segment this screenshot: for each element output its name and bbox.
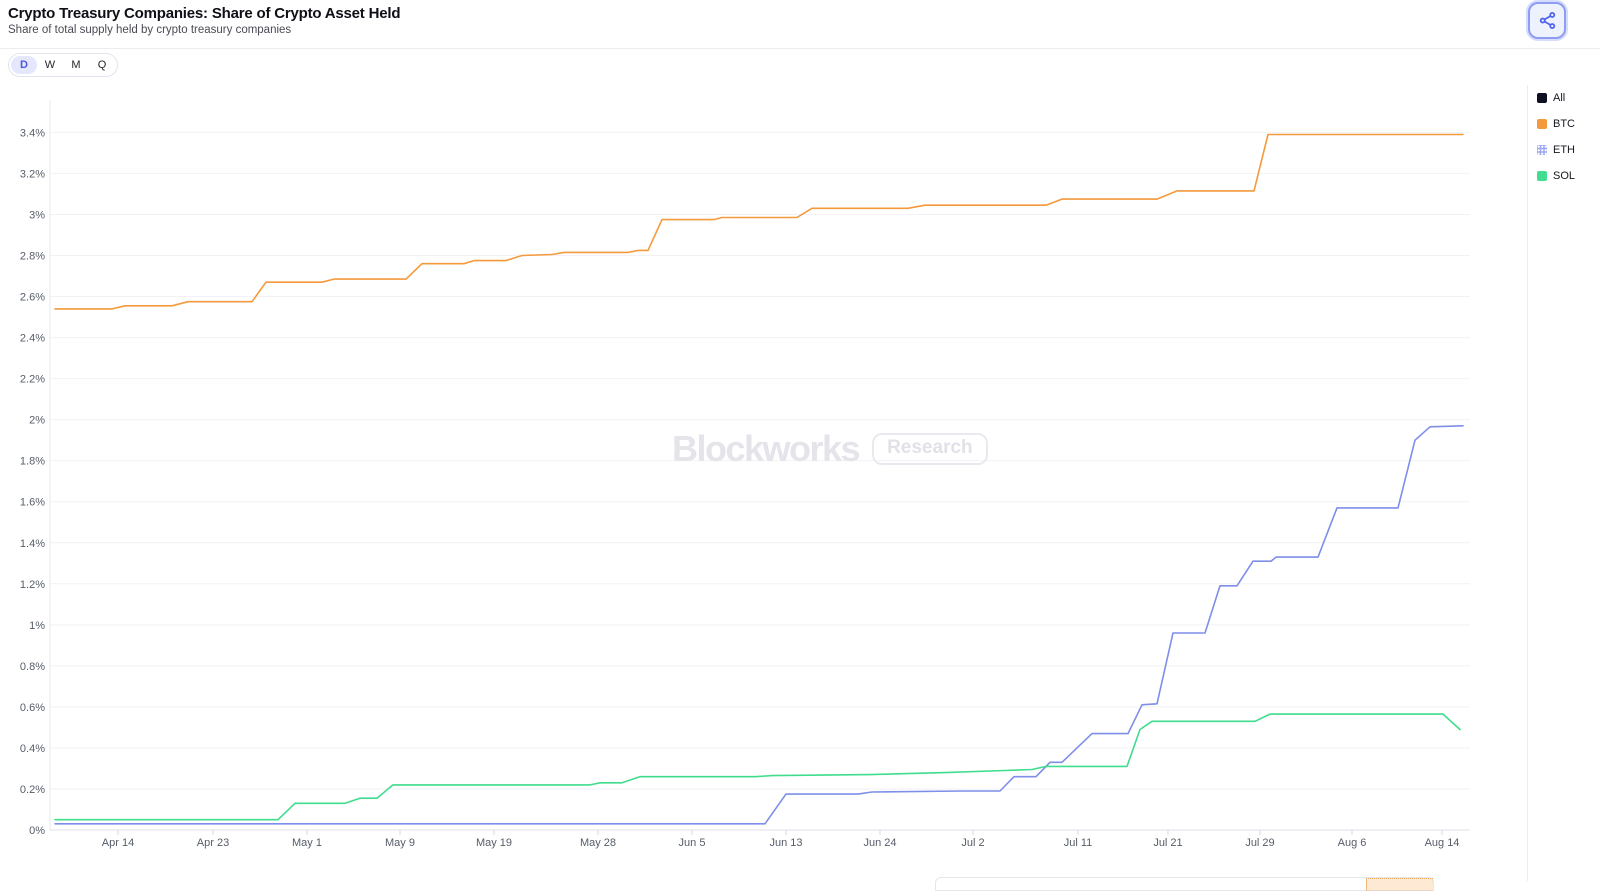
y-axis-label: 1.8% xyxy=(20,456,45,468)
x-axis-label: Jun 13 xyxy=(769,837,802,849)
y-axis-label: 0% xyxy=(29,825,45,837)
legend-divider xyxy=(1527,85,1528,881)
x-axis-label: Jul 11 xyxy=(1064,837,1093,849)
page-title: Crypto Treasury Companies: Share of Cryp… xyxy=(8,5,401,22)
x-axis-label: May 9 xyxy=(385,837,415,849)
x-axis-label: Aug 6 xyxy=(1338,837,1367,849)
bottom-brush-partial[interactable] xyxy=(935,877,1434,891)
x-axis-label: May 28 xyxy=(580,837,616,849)
range-option-d[interactable]: D xyxy=(11,56,37,74)
series-line-sol[interactable] xyxy=(54,713,1461,821)
share-button[interactable] xyxy=(1528,2,1566,39)
header-divider xyxy=(0,48,1600,49)
y-axis-label: 2% xyxy=(29,415,45,427)
x-axis-label: Apr 14 xyxy=(102,837,134,849)
y-axis-label: 1.2% xyxy=(20,579,45,591)
y-axis-label: 0.6% xyxy=(20,702,45,714)
legend-item-all[interactable]: All xyxy=(1537,92,1575,104)
legend-item-sol[interactable]: SOL xyxy=(1537,170,1575,182)
x-axis-label: Aug 14 xyxy=(1425,837,1460,849)
x-axis-label: Jul 29 xyxy=(1245,837,1274,849)
x-axis-label: Jun 24 xyxy=(863,837,896,849)
x-axis-label: Apr 23 xyxy=(197,837,229,849)
share-icon xyxy=(1539,12,1555,29)
y-axis-label: 2.2% xyxy=(20,374,45,386)
chart-header: Crypto Treasury Companies: Share of Cryp… xyxy=(8,5,400,36)
y-axis-label: 2.8% xyxy=(20,251,45,263)
range-option-m[interactable]: M xyxy=(63,56,89,74)
y-axis-label: 0.2% xyxy=(20,784,45,796)
legend-item-eth[interactable]: ETH xyxy=(1537,144,1575,156)
series-line-btc[interactable] xyxy=(54,133,1464,310)
brush-selection[interactable] xyxy=(1366,878,1433,891)
legend-swatch-eth xyxy=(1537,145,1547,155)
y-axis-label: 2.4% xyxy=(20,333,45,345)
legend-item-btc[interactable]: BTC xyxy=(1537,118,1575,130)
legend-label: BTC xyxy=(1553,118,1575,130)
range-option-q[interactable]: Q xyxy=(89,56,115,74)
legend-label: ETH xyxy=(1553,144,1575,156)
y-axis-label: 0.8% xyxy=(20,661,45,673)
range-option-w[interactable]: W xyxy=(37,56,63,74)
x-axis-label: May 1 xyxy=(292,837,322,849)
y-axis-label: 3.4% xyxy=(20,127,45,139)
y-axis-label: 1.4% xyxy=(20,538,45,550)
x-axis-label: Jul 2 xyxy=(961,837,984,849)
x-axis-label: Jun 5 xyxy=(679,837,706,849)
x-axis-label: May 19 xyxy=(476,837,512,849)
x-axis-label: Jul 21 xyxy=(1153,837,1182,849)
y-axis-label: 2.6% xyxy=(20,292,45,304)
y-axis-label: 3% xyxy=(29,209,45,221)
legend-swatch-sol xyxy=(1537,171,1547,181)
legend-swatch-btc xyxy=(1537,119,1547,129)
y-axis-label: 1.6% xyxy=(20,497,45,509)
y-axis-label: 1% xyxy=(29,620,45,632)
page-subtitle: Share of total supply held by crypto tre… xyxy=(8,24,292,36)
legend-label: All xyxy=(1553,92,1566,104)
y-axis-label: 3.2% xyxy=(20,168,45,180)
legend-swatch-all xyxy=(1537,93,1547,103)
chart-legend: All BTC ETH SOL xyxy=(1537,92,1575,182)
legend-label: SOL xyxy=(1553,170,1576,182)
series-line-eth[interactable] xyxy=(54,424,1464,825)
y-axis-label: 0.4% xyxy=(20,743,45,755)
